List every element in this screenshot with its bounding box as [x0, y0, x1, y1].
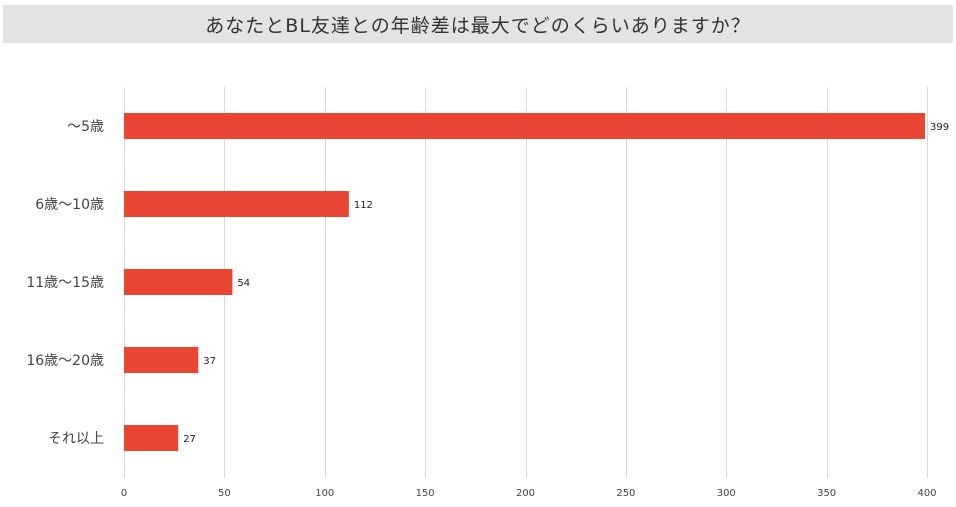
- x-tick-label: 400: [917, 488, 936, 499]
- x-tick-label: 200: [516, 488, 535, 499]
- x-tick-labels: 0 50 100 150 200 250 300 350 400: [121, 488, 937, 499]
- data-label: 37: [203, 356, 216, 367]
- x-tick-label: 350: [817, 488, 836, 499]
- x-tick-label: 0: [121, 488, 127, 499]
- data-label: 399: [930, 122, 949, 133]
- bar-3: [124, 269, 233, 295]
- data-label: 54: [237, 278, 250, 289]
- category-label: 6歳〜10歳: [35, 197, 104, 213]
- x-tick-label: 50: [218, 488, 231, 499]
- data-labels: 399 112 54 37 27: [183, 122, 949, 445]
- x-tick-label: 100: [315, 488, 334, 499]
- chart-title-bar: あなたとBL友達との年齢差は最大でどのくらいありますか？: [3, 5, 953, 43]
- bar-4: [124, 347, 199, 373]
- x-tick-label: 250: [616, 488, 635, 499]
- bar-1: [124, 113, 925, 139]
- data-label: 112: [354, 200, 373, 211]
- bar-2: [124, 191, 349, 217]
- bars-group: [124, 113, 925, 451]
- category-label: 16歳〜20歳: [26, 353, 104, 369]
- x-tick-label: 300: [717, 488, 736, 499]
- category-label: 〜5歳: [67, 119, 104, 135]
- data-label: 27: [183, 434, 196, 445]
- chart-title: あなたとBL友達との年齢差は最大でどのくらいありますか？: [205, 14, 751, 37]
- category-label: それ以上: [48, 431, 104, 447]
- bar-5: [124, 425, 179, 451]
- x-tick-label: 150: [416, 488, 435, 499]
- category-label: 11歳〜15歳: [26, 275, 104, 291]
